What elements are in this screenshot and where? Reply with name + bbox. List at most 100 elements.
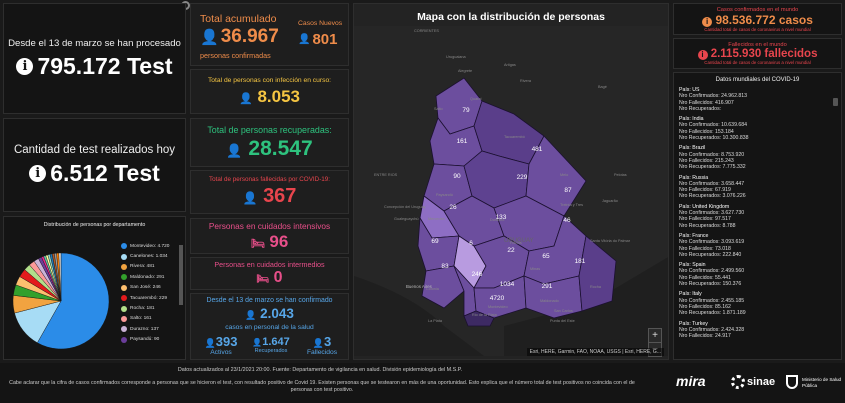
legend-swatch	[121, 263, 127, 270]
new-label: Casos Nuevos	[298, 20, 343, 27]
place-treinta-y-tres: Treinta y Tres	[560, 203, 583, 207]
new-row: 👤 801	[298, 31, 337, 48]
country-pais: País: Turkey	[679, 320, 708, 327]
dept-montevideo[interactable]	[463, 310, 495, 327]
person-icon: 👤	[312, 338, 324, 348]
place-quarai: Quaraí	[470, 97, 483, 101]
person-icon: 👤	[252, 338, 263, 347]
pie-slice[interactable]	[58, 252, 62, 302]
place-minas: Minas	[530, 267, 540, 271]
dept-value-soriano: 69	[431, 238, 439, 245]
tests-total-row: i 795.172 Test	[16, 53, 173, 80]
legend-scrollbar[interactable]	[179, 245, 183, 305]
footer: Datos actualizados al 23/1/2021 20:00. F…	[0, 363, 845, 403]
country-rec: Nro Recuperados: 222.840	[679, 251, 742, 258]
world-cases-sub: Cantidad total de casos de coronavirus a…	[704, 26, 811, 32]
dept-colonia[interactable]	[421, 265, 465, 309]
country-item: País: France Nro Confirmados: 3.093.619 Nr…	[679, 233, 829, 258]
legend-item[interactable]: Durazno: 137	[121, 324, 177, 334]
country-conf: Nro Confirmados: 3.658.447	[679, 180, 745, 187]
staff-confirmed-value: 2.043	[260, 306, 294, 321]
country-fall: Nro Fallecidos: 416.907	[679, 99, 734, 106]
recovered-label: Total de personas recuperadas:	[207, 124, 332, 135]
dept-value-treinta-y-tres: 46	[563, 217, 571, 224]
legend-item[interactable]: Salto: 161	[121, 314, 177, 324]
legend-item[interactable]: Rivera: 481	[121, 262, 177, 272]
legend-item[interactable]: Paysandú: 90	[121, 335, 177, 345]
place-corrientes: CORRIENTES	[414, 29, 439, 33]
dept-rocha[interactable]	[578, 235, 617, 312]
legend-item[interactable]: Montevideo: 4.720	[121, 241, 177, 251]
pie-slice[interactable]	[37, 252, 110, 350]
person-icon: 👤	[239, 92, 253, 105]
department-pie-chart	[12, 252, 110, 350]
logo-msp: Ministerio de Salud Pública	[802, 377, 842, 388]
staff-active: 👤393 Activos	[197, 334, 245, 356]
dept-value-paysandu: 90	[453, 173, 461, 180]
place-bage: Bagé	[598, 85, 607, 89]
legend-item[interactable]: Maldonado: 291	[121, 272, 177, 282]
map-card[interactable]: Mapa con la distribución de personas	[353, 3, 669, 360]
country-item: País: Turkey Nro Confirmados: 2.424.328 Nr…	[679, 321, 829, 340]
dept-value-durazno: 133	[496, 214, 507, 221]
dept-value-cerro-largo: 87	[564, 187, 572, 194]
legend-swatch	[121, 284, 127, 291]
info-icon: i	[29, 164, 47, 182]
legend-swatch	[121, 243, 127, 250]
country-fall: Nro Fallecidos: 67.919	[679, 187, 731, 194]
legend-label: Rocha: 181	[130, 306, 155, 312]
place-rocha: Rocha	[590, 285, 602, 289]
country-conf: Nro Confirmados: 2.424.328	[679, 326, 745, 333]
world-deaths-label: Fallecidos en el mundo	[728, 42, 787, 48]
recovered-row: 👤 28.547	[226, 137, 312, 161]
country-conf: Nro Confirmados: 10.639.684	[679, 122, 748, 129]
legend-item[interactable]: Tacuarembó: 229	[121, 293, 177, 303]
new-value: 801	[312, 31, 338, 48]
zoom-in-button[interactable]: +	[649, 329, 661, 343]
place-entre-rios: ENTRE RIOS	[374, 173, 398, 177]
place-montevideo: Montevideo	[488, 305, 508, 309]
place-uruguay: URUGUAY	[504, 238, 534, 244]
person-icon: 👤	[226, 142, 243, 158]
legend-swatch	[121, 253, 127, 260]
country-rec: Nro Recuperados: 3.076.226	[679, 193, 746, 200]
dept-value-rivera: 481	[532, 146, 543, 153]
deaths-row: 👤 367	[243, 185, 297, 208]
uruguay-map[interactable]: 79 161 481 90 229 87 26 133 46 69 6 22 6…	[354, 26, 669, 356]
msp-emblem-icon	[786, 375, 798, 389]
total-accumulated-card: Total acumulado 👤 36.967 personas confir…	[190, 3, 349, 66]
staff-active-label: Activos	[210, 349, 232, 356]
dept-value-colonia: 83	[441, 263, 449, 270]
legend-label: Salto: 161	[130, 316, 152, 322]
logo-sinae: sinae	[747, 376, 776, 388]
person-icon: 👤	[245, 310, 257, 320]
world-country-list[interactable]: País: US Nro Confirmados: 24.962.813 Nro F…	[679, 87, 829, 343]
person-icon: 👤	[200, 29, 219, 46]
legend-swatch	[121, 305, 127, 312]
tests-today-label: Cantidad de test realizados hoy	[13, 143, 176, 156]
footer-note: Cabe aclarar que la cifra de casos confi…	[9, 380, 635, 394]
bed-icon: 🛏	[250, 237, 265, 250]
recovered-value: 28.547	[248, 136, 313, 160]
dept-cerro-largo[interactable]	[525, 135, 587, 217]
total-label: Total acumulado	[200, 13, 277, 25]
staff-since-label: Desde el 13 de marzo se han confirmado	[206, 297, 333, 304]
tests-today-card: Cantidad de test realizados hoy i 6.512 …	[3, 118, 186, 212]
country-item: País: India Nro Confirmados: 10.639.684 Nr…	[679, 116, 829, 141]
legend-item[interactable]: Canelones: 1.034	[121, 251, 177, 261]
world-list-scrollbar[interactable]	[833, 98, 838, 106]
country-pais: País: Spain	[679, 262, 706, 269]
place-jaguarao: Jaguarão	[602, 199, 618, 203]
staff-recovered-label: Recuperados	[254, 348, 288, 354]
tests-since-label: Desde el 13 de marzo se han procesado	[8, 37, 181, 49]
person-icon: 👤	[242, 191, 258, 205]
country-conf: Nro Confirmados: 2.455.185	[679, 297, 745, 304]
legend-label: San José: 246	[130, 285, 161, 291]
world-list-card[interactable]: Datos mundiales del COVID-19 País: US Nro…	[673, 72, 842, 360]
legend-item[interactable]: Rocha: 181	[121, 303, 177, 313]
legend-item[interactable]: San José: 246	[121, 283, 177, 293]
legend-label: Rivera: 481	[130, 264, 155, 270]
staff-sub: casos en personal de la salud	[225, 324, 314, 331]
world-cases-label: Casos confirmados en el mundo	[716, 6, 799, 13]
bed-icon: 🛏	[256, 274, 270, 285]
